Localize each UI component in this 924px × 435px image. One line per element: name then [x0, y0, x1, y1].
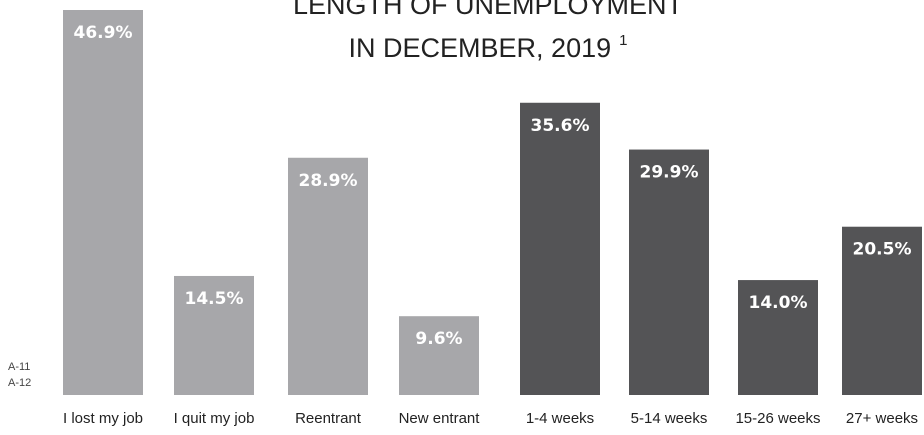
- bar-5: [520, 102, 600, 395]
- category-label-7: 15-26 weeks: [735, 410, 820, 427]
- category-label-4: New entrant: [399, 410, 481, 427]
- category-labels-group: I lost my job I quit my job Reentrant New e…: [63, 410, 918, 427]
- bar-value-label-1: 46.9%: [74, 23, 133, 43]
- chart-title-line-1: LENGTH OF UNEMPLOYMENT: [293, 0, 683, 20]
- bar-value-label-2: 14.5%: [185, 289, 244, 309]
- bar-7: [738, 280, 818, 395]
- bar-3: [288, 157, 368, 395]
- bar-2: [174, 275, 254, 395]
- side-note-a11: A-11: [8, 361, 30, 373]
- category-label-2: I quit my job: [174, 410, 255, 427]
- category-label-5: 1-4 weeks: [526, 410, 594, 427]
- bar-1: [63, 10, 143, 395]
- bar-value-label-8: 20.5%: [853, 240, 912, 260]
- category-label-3: Reentrant: [295, 410, 362, 427]
- category-label-8: 27+ weeks: [846, 410, 918, 427]
- bar-6: [629, 149, 709, 395]
- bar-value-label-7: 14.0%: [749, 293, 808, 313]
- category-label-6: 5-14 weeks: [631, 410, 708, 427]
- bar-value-label-5: 35.6%: [531, 116, 590, 136]
- bars-group: [63, 10, 922, 395]
- bar-4: [399, 316, 479, 395]
- side-note-a12: A-12: [8, 377, 31, 389]
- bar-value-label-3: 28.9%: [299, 171, 358, 191]
- chart-title-line-2: IN DECEMBER, 2019 1: [349, 32, 628, 63]
- bar-8: [842, 226, 922, 395]
- bar-value-label-4: 9.6%: [415, 329, 462, 349]
- bar-value-label-6: 29.9%: [640, 163, 699, 183]
- chart-title-superscript: 1: [619, 32, 627, 49]
- category-label-1: I lost my job: [63, 410, 143, 427]
- value-labels-group: 46.9% 14.5% 28.9% 9.6% 35.6% 29.9% 14.0% 20.5%: [74, 23, 912, 349]
